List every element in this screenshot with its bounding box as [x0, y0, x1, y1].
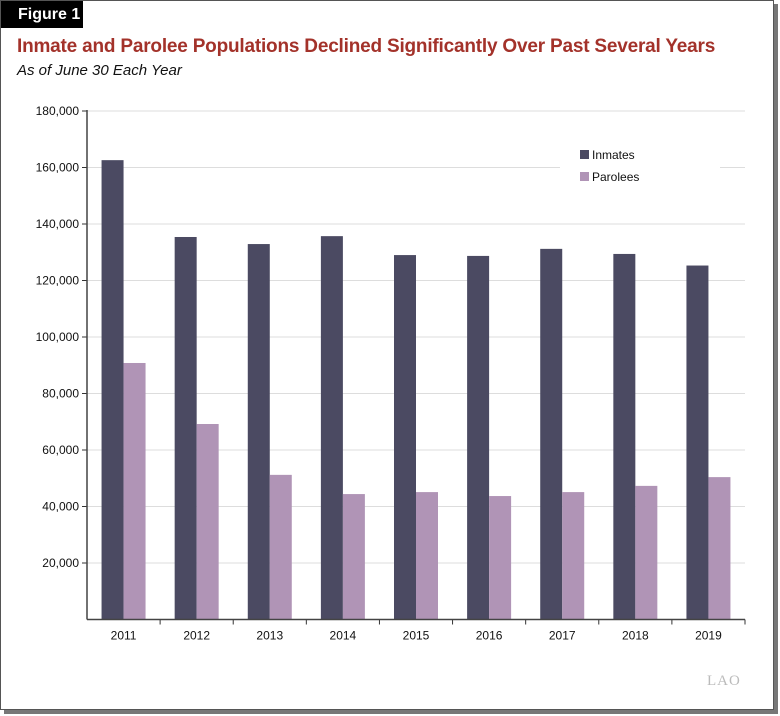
x-tick-label: 2018 — [622, 629, 649, 643]
x-tick-label: 2017 — [549, 629, 576, 643]
bar-inmates-2014 — [320, 236, 343, 620]
legend-label: Parolees — [592, 170, 639, 184]
y-tick-label: 60,000 — [42, 443, 79, 457]
y-tick-label: 100,000 — [36, 330, 80, 344]
x-tick-label: 2012 — [183, 629, 210, 643]
bar-inmates-2013 — [247, 244, 270, 620]
figure-label: Figure 1 — [1, 1, 83, 28]
x-tick-label: 2013 — [256, 629, 283, 643]
bar-inmates-2016 — [467, 255, 490, 620]
bar-parolees-2014 — [342, 494, 365, 620]
legend-swatch-inmates — [580, 150, 589, 159]
x-tick-label: 2015 — [403, 629, 430, 643]
bar-inmates-2018 — [613, 253, 636, 620]
legend-background — [560, 137, 720, 192]
y-tick-label: 40,000 — [42, 500, 79, 514]
bar-parolees-2013 — [269, 474, 292, 620]
chart-subtitle: As of June 30 Each Year — [17, 62, 182, 79]
x-tick-label: 2016 — [476, 629, 503, 643]
bar-parolees-2012 — [196, 424, 219, 620]
x-tick-label: 2011 — [111, 629, 137, 643]
x-tick-label: 2014 — [330, 629, 357, 643]
bar-inmates-2019 — [686, 265, 709, 620]
y-tick-label: 180,000 — [36, 104, 80, 118]
y-tick-label: 140,000 — [36, 217, 80, 231]
bar-inmates-2011 — [101, 160, 124, 620]
bar-inmates-2017 — [540, 248, 563, 620]
bar-parolees-2017 — [562, 492, 585, 620]
y-tick-label: 120,000 — [36, 274, 80, 288]
bar-parolees-2019 — [708, 477, 731, 620]
y-tick-label: 160,000 — [36, 161, 80, 175]
legend-swatch-parolees — [580, 172, 589, 181]
bar-parolees-2015 — [416, 492, 438, 620]
bar-parolees-2016 — [489, 496, 512, 620]
y-tick-label: 80,000 — [42, 387, 79, 401]
bar-parolees-2011 — [123, 362, 146, 620]
chart-title: Inmate and Parolee Populations Declined … — [17, 36, 716, 57]
bar-parolees-2018 — [635, 485, 658, 620]
x-tick-label: 2019 — [695, 629, 722, 643]
bar-inmates-2012 — [174, 236, 197, 620]
lao-logo: LAO — [707, 673, 741, 689]
bar-inmates-2015 — [394, 255, 416, 620]
y-tick-label: 20,000 — [42, 556, 79, 570]
legend-label: Inmates — [592, 148, 635, 162]
